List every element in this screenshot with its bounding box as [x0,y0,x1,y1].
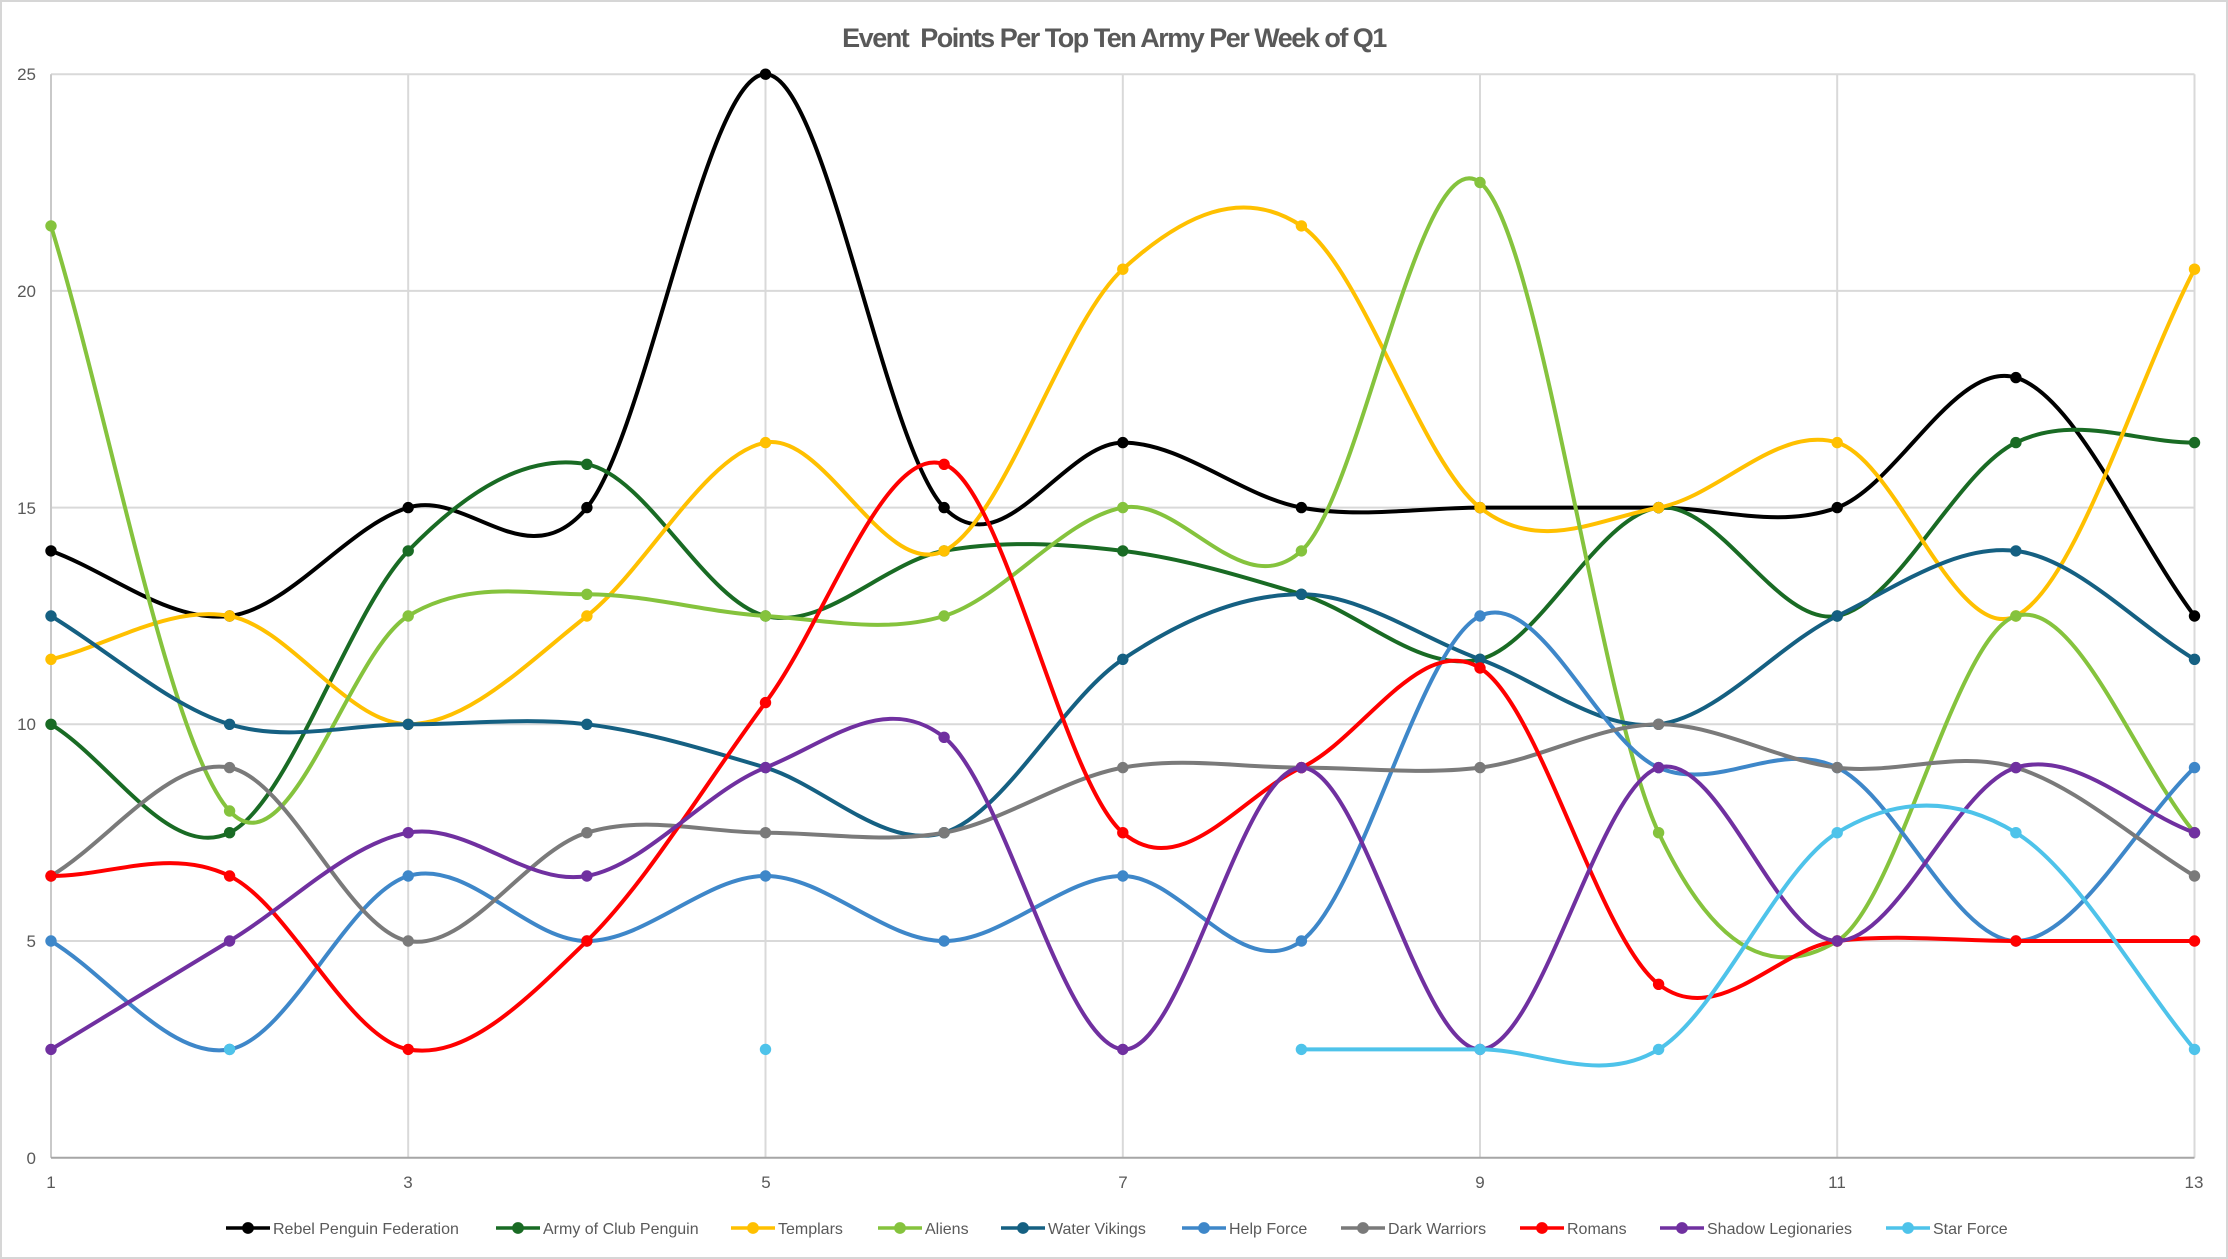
svg-text:15: 15 [17,499,36,518]
svg-text:5: 5 [27,932,36,951]
svg-text:3: 3 [403,1173,412,1192]
svg-text:Star Force: Star Force [1933,1221,2008,1238]
svg-text:10: 10 [17,715,36,734]
svg-text:Event Points Per Top Ten Army: Event Points Per Top Ten Army Per Week o… [842,23,1387,53]
svg-text:Rebel Penguin Federation: Rebel Penguin Federation [273,1221,459,1238]
svg-text:Shadow Legionaries: Shadow Legionaries [1707,1221,1852,1238]
svg-text:20: 20 [17,282,36,301]
svg-text:Water Vikings: Water Vikings [1048,1221,1146,1238]
svg-text:5: 5 [761,1173,770,1192]
svg-text:11: 11 [1828,1173,1846,1192]
svg-text:Romans: Romans [1567,1221,1627,1238]
svg-text:25: 25 [17,65,36,84]
svg-text:0: 0 [27,1149,36,1168]
svg-text:1: 1 [46,1173,55,1192]
svg-text:13: 13 [2185,1173,2204,1192]
svg-text:Dark Warriors: Dark Warriors [1388,1221,1486,1238]
svg-text:9: 9 [1475,1173,1484,1192]
svg-text:7: 7 [1118,1173,1127,1192]
svg-text:Help Force: Help Force [1229,1221,1307,1238]
svg-text:Aliens: Aliens [925,1221,969,1238]
svg-text:Templars: Templars [778,1221,843,1238]
svg-text:Army of Club Penguin: Army of Club Penguin [543,1221,699,1238]
